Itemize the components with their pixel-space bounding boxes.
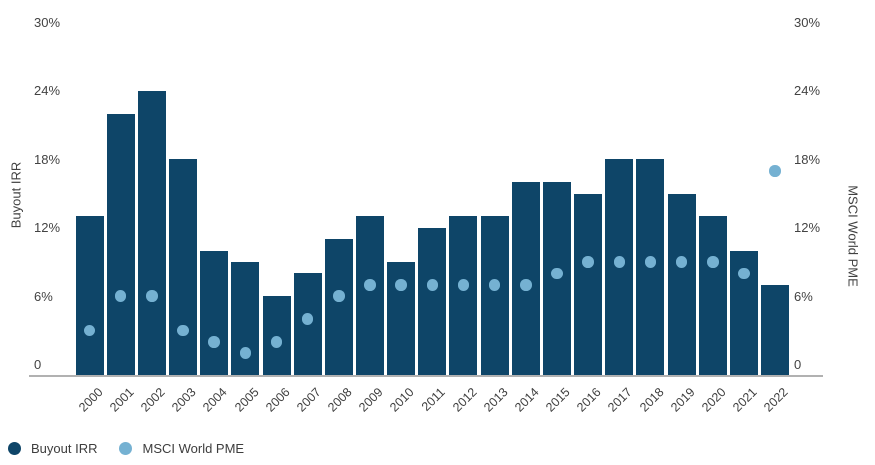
x-tick-2009: 2009 [356,384,386,415]
legend: Buyout IRR MSCI World PME [8,441,244,456]
y-tick-left-6pct: 6% [34,288,53,304]
x-tick-2012: 2012 [449,384,480,415]
bar-2006 [262,296,291,376]
legend-label-buyout-irr: Buyout IRR [31,441,98,456]
x-tick-2008: 2008 [325,384,355,415]
x-tick-2018: 2018 [636,384,667,415]
bar-2016 [574,193,603,376]
pme-dot-2020 [707,256,719,268]
pme-dot-2000 [83,324,96,337]
pme-dot-2015 [551,267,563,280]
pme-dot-2011 [426,279,438,291]
y-tick-left-18pct: 18% [34,151,61,167]
pme-dot-2008 [333,290,345,302]
y-tick-left-12pct: 12% [34,220,61,236]
x-tick-2002: 2002 [138,384,168,415]
bar-2001 [106,113,135,376]
legend-label-msci-world-pme: MSCI World PME [142,441,245,456]
legend-item-msci-world-pme: MSCI World PME [119,441,244,456]
pme-dot-2005 [239,347,252,359]
bar-2008 [324,239,353,376]
x-tick-2022: 2022 [761,384,791,415]
bar-2020 [698,216,727,376]
bar-2009 [355,216,384,376]
bar-2012 [449,216,478,376]
pme-dot-2022 [769,165,781,177]
pme-dot-2017 [613,256,625,268]
bar-2005 [231,262,260,376]
y-tick-right-12pct: 12% [794,220,821,236]
pme-dot-2009 [364,279,376,291]
bar-2004 [200,250,229,376]
pme-dot-2016 [582,256,594,268]
x-tick-2011: 2011 [419,384,449,414]
bar-2015 [542,182,571,376]
x-tick-2021: 2021 [730,384,760,415]
x-tick-2015: 2015 [543,384,573,415]
y-tick-right-30pct: 30% [794,15,821,30]
x-tick-2005: 2005 [231,384,262,415]
x-tick-2006: 2006 [262,384,293,415]
bar-2022 [761,284,789,376]
x-tick-2014: 2014 [512,384,542,415]
y-tick-right-18pct: 18% [794,151,821,167]
pme-dot-2007 [301,313,314,325]
y-tick-left-0: 0 [34,357,42,372]
pme-dot-2019 [675,256,688,268]
x-tick-2004: 2004 [200,384,231,415]
bar-2002 [137,91,166,376]
pme-dot-2018 [644,256,657,268]
x-axis-line [29,375,823,377]
x-tick-2017: 2017 [605,384,636,415]
x-tick-2016: 2016 [574,384,605,415]
x-tick-2001: 2001 [107,384,137,415]
pme-dot-2013 [488,279,501,291]
x-tick-2013: 2013 [480,384,511,415]
pme-dot-2014 [520,279,532,291]
x-tick-2010: 2010 [387,384,418,415]
pme-dot-2010 [395,279,407,291]
x-tick-2019: 2019 [667,384,698,415]
bar-2011 [418,227,447,376]
left-axis-title: Buyout IRR [8,161,24,229]
pme-dot-2001 [114,290,127,302]
y-tick-left-24pct: 24% [34,83,61,99]
bar-2000 [75,216,104,376]
pme-dot-2002 [146,290,158,302]
y-tick-right-0: 0 [794,357,802,372]
legend-item-buyout-irr: Buyout IRR [8,441,97,456]
y-tick-left-30pct: 30% [34,15,61,30]
pme-dot-2021 [738,267,750,280]
pme-dot-2004 [208,336,220,348]
bar-2013 [480,216,509,376]
bar-2019 [667,193,696,376]
bar-2014 [511,182,540,376]
pme-dot-2012 [457,279,470,291]
x-tick-2020: 2020 [699,384,729,415]
right-axis-title: MSCI World PME [845,185,861,287]
bar-2003 [169,159,197,376]
y-tick-right-6pct: 6% [794,288,813,304]
pme-dot-2003 [177,324,189,337]
x-tick-2007: 2007 [293,384,324,415]
y-tick-right-24pct: 24% [794,83,821,99]
msci-world-pme-swatch-icon [119,442,133,455]
x-tick-2000: 2000 [75,384,106,415]
pme-dot-2006 [270,336,283,348]
buyout-irr-swatch-icon [8,442,21,455]
x-tick-2003: 2003 [169,384,199,415]
